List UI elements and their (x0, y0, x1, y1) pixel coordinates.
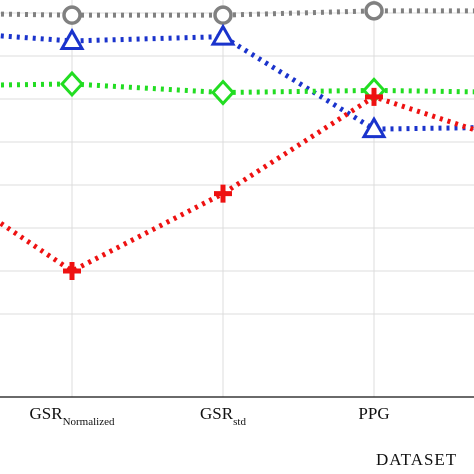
series-layer (0, 1, 474, 280)
marker-plus (214, 184, 232, 203)
marker-triangle (361, 116, 387, 139)
marker-diamond (59, 70, 85, 98)
x-tick-label: GSRstd (200, 404, 246, 428)
x-tick-label: PPG (358, 404, 389, 423)
series-circle (0, 1, 474, 25)
series-line (0, 33, 474, 132)
marker-circle (364, 1, 384, 21)
marker-triangle (59, 27, 85, 50)
marker-plus (365, 87, 383, 106)
x-tick-labels: GSRNormalized GSRstd PPG (29, 404, 389, 428)
grid-layer (0, 0, 474, 398)
series-diamond (0, 70, 474, 106)
series-plus (0, 87, 474, 280)
x-tick-label: GSRNormalized (29, 404, 115, 428)
x-axis-title: DATASET (376, 450, 457, 469)
series-line (0, 94, 474, 274)
marker-circle (62, 5, 82, 25)
marker-triangle (210, 23, 236, 46)
marker-diamond (210, 79, 236, 106)
marker-plus (63, 262, 81, 280)
series-triangle (0, 23, 474, 139)
marker-circle (213, 5, 233, 25)
